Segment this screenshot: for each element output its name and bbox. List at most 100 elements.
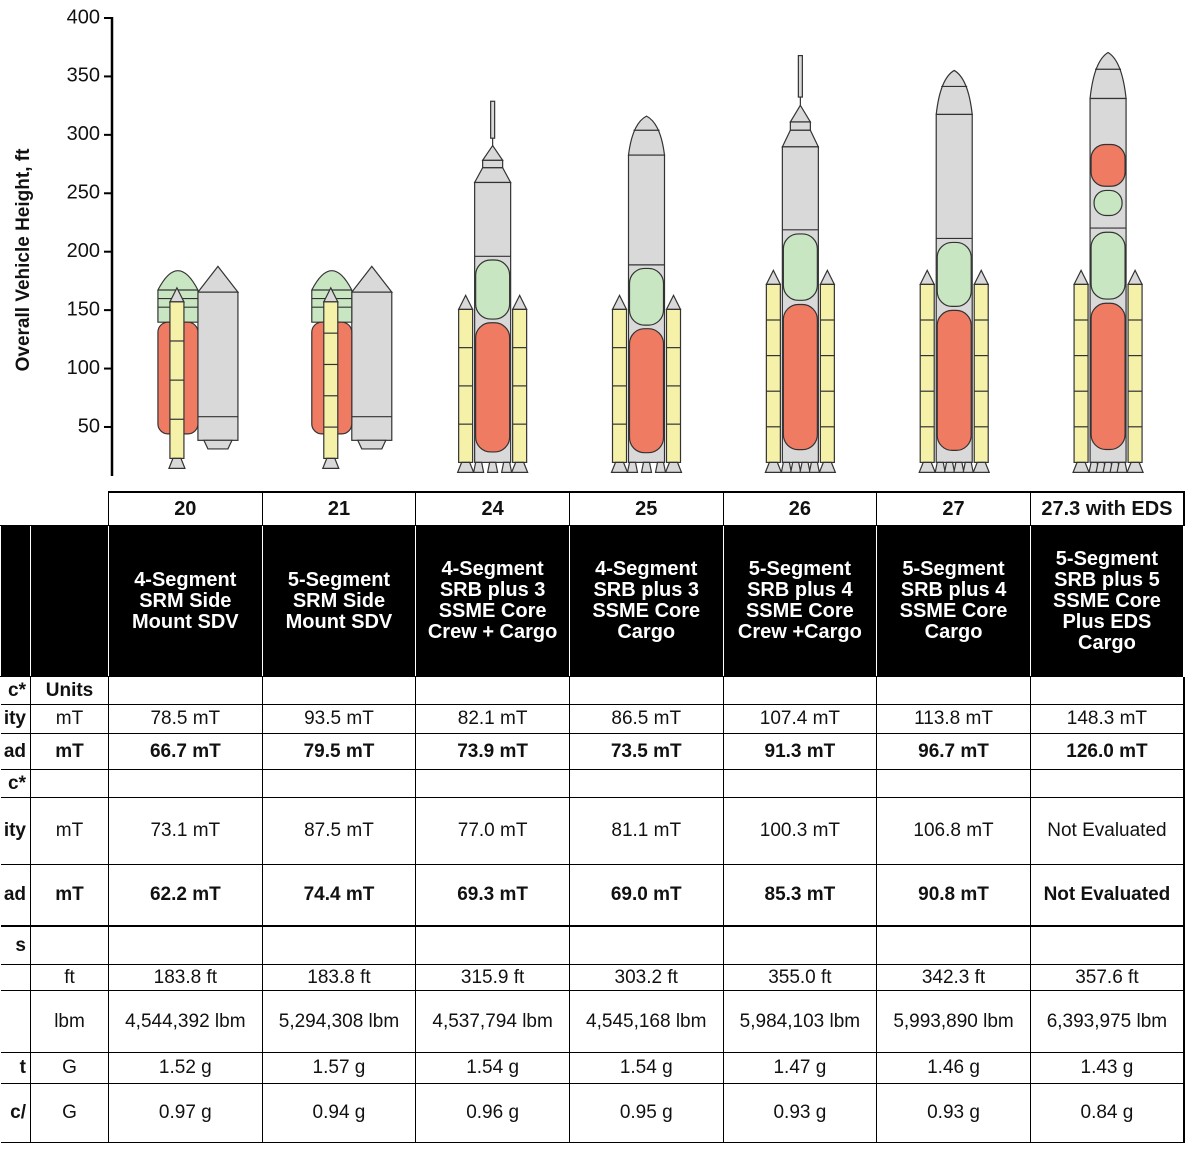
config-description: 4-Segment SRB plus 3 SSME Core Crew + Cargo xyxy=(415,525,570,677)
table-cell: 93.5 mT xyxy=(261,704,417,734)
comparison-table: 20 21 24 25 26 27 27.3 with EDS 4-Segment SRM Si… xyxy=(0,491,1185,1143)
table-cell: 107.4 mT xyxy=(722,704,878,734)
description-line: SSME Core xyxy=(438,600,547,622)
table-cell: G xyxy=(30,1083,109,1143)
rocket-part xyxy=(1116,461,1128,473)
rocket xyxy=(918,69,991,473)
y-tick-label: 300 xyxy=(67,123,100,145)
table-cell: 77.0 mT xyxy=(415,797,570,865)
header-row: 20 21 24 25 26 27 27.3 with EDS xyxy=(0,491,1185,526)
description-line: SRB plus 3 xyxy=(439,579,546,601)
rocket-part xyxy=(782,233,818,301)
description-line: Crew + Cargo xyxy=(427,621,558,643)
rocket-part xyxy=(628,328,665,454)
description-line: Cargo xyxy=(924,621,983,643)
rocket-part xyxy=(973,283,989,463)
rocket-part xyxy=(764,461,783,473)
rocket-part xyxy=(765,269,782,285)
rocket-part xyxy=(1090,231,1126,300)
rocket-part xyxy=(799,461,811,473)
rocket xyxy=(610,115,683,473)
table-cell: 0.96 g xyxy=(415,1083,570,1143)
empty-cell xyxy=(0,990,31,1053)
rocket-part xyxy=(789,461,802,473)
table-cell: mT xyxy=(30,704,109,734)
rocket-part xyxy=(1093,189,1123,217)
table-cell: 126.0 mT xyxy=(1029,733,1185,770)
table-cell: 1.54 g xyxy=(568,1052,724,1084)
rocket xyxy=(764,54,837,473)
rocket-part xyxy=(1089,51,1127,100)
table-cell: lbm xyxy=(30,990,109,1053)
row-label: ity xyxy=(0,704,31,734)
rocket-part xyxy=(919,269,936,285)
table-cell: 0.93 g xyxy=(722,1083,878,1143)
rocket-part xyxy=(475,322,511,453)
description-line: Crew +Cargo xyxy=(737,621,862,643)
description-line: 4-Segment xyxy=(595,558,698,580)
data-row: ity mT 73.1 mT 87.5 mT 77.0 mT 81.1 mT 100.3 m… xyxy=(0,797,1185,865)
data-row: ad mT 62.2 mT 74.4 mT 69.3 mT 69.0 mT 85.3 mT 9… xyxy=(0,864,1185,927)
description-line: SRM Side xyxy=(139,589,232,612)
description-line: Cargo xyxy=(617,621,676,643)
table-cell: 100.3 mT xyxy=(722,797,878,865)
description-line: Cargo xyxy=(1078,631,1136,654)
description-line: SRB plus 4 xyxy=(900,579,1007,601)
rocket-part xyxy=(610,461,629,473)
empty-cell xyxy=(568,925,724,965)
rocket-part xyxy=(780,461,793,473)
description-line: SRM Side xyxy=(292,589,386,612)
empty-cell xyxy=(722,925,878,965)
blank-cell xyxy=(30,525,109,677)
rocket-part xyxy=(1127,283,1143,463)
rocket-part xyxy=(664,461,683,473)
table-cell: mT xyxy=(30,733,109,770)
rocket-part xyxy=(765,283,781,463)
rocket-part xyxy=(511,294,528,310)
data-row: t G 1.52 g 1.57 g 1.54 g 1.54 g 1.47 g 1.46 g 1.… xyxy=(0,1052,1185,1084)
rocket-part xyxy=(456,461,475,473)
description-line: SSME Core xyxy=(1053,589,1161,612)
table-cell: G xyxy=(30,1052,109,1084)
table-cell: 96.7 mT xyxy=(876,733,1031,770)
table-cell: 6,393,975 lbm xyxy=(1029,990,1185,1053)
row-label: s xyxy=(0,925,31,965)
empty-cell xyxy=(261,769,417,798)
row-label: c* xyxy=(0,676,31,705)
rocket-part xyxy=(789,121,811,131)
table-cell: 315.9 ft xyxy=(415,964,570,991)
description-line: 5-Segment xyxy=(287,568,391,591)
table-cell: 81.1 mT xyxy=(568,797,724,865)
table-cell: 73.5 mT xyxy=(568,733,724,770)
rocket-part xyxy=(481,144,504,161)
rocket-part xyxy=(197,291,239,441)
table-cell: 69.3 mT xyxy=(415,864,570,927)
description-line: SSME Core xyxy=(592,600,701,622)
rocket-part xyxy=(962,461,974,473)
rocket-part xyxy=(781,129,820,148)
table-cell: mT xyxy=(30,797,109,865)
rocket xyxy=(157,265,240,469)
table-cell: 1.47 g xyxy=(722,1052,878,1084)
empty-cell xyxy=(876,676,1031,705)
rocket-part xyxy=(473,167,512,184)
config-description: 4-Segment SRM Side Mount SDV xyxy=(108,525,263,677)
empty-cell xyxy=(30,925,109,965)
empty-cell xyxy=(568,676,724,705)
table-cell: 1.54 g xyxy=(415,1052,570,1084)
table-cell: 82.1 mT xyxy=(415,704,570,734)
data-row: s xyxy=(0,925,1185,965)
rocket-part xyxy=(1126,461,1144,473)
rocket-part xyxy=(482,159,504,169)
description-line: Mount SDV xyxy=(285,610,393,633)
empty-cell xyxy=(876,925,1031,965)
table-cell: 1.43 g xyxy=(1029,1052,1185,1084)
rocket-part xyxy=(818,461,837,473)
config-description: 5-Segment SRB plus 5 SSME Core Plus EDS Carg… xyxy=(1029,525,1185,677)
description-line: Plus EDS xyxy=(1062,610,1152,633)
config-number: 26 xyxy=(722,491,878,526)
table-cell: 0.97 g xyxy=(108,1083,263,1143)
empty-cell xyxy=(1029,769,1185,798)
data-row: ad mT 66.7 mT 79.5 mT 73.9 mT 73.5 mT 91.3 mT 9… xyxy=(0,733,1185,770)
